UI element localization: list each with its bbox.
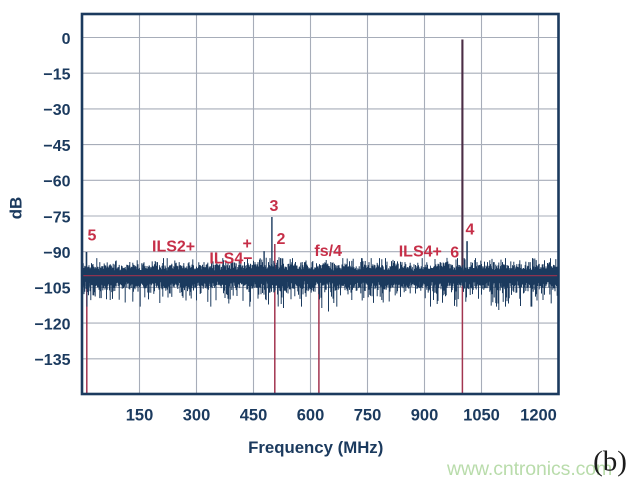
svg-text:+: + — [243, 236, 252, 253]
svg-text:1200: 1200 — [520, 407, 557, 425]
svg-text:−105: −105 — [34, 281, 70, 298]
svg-text:4: 4 — [466, 222, 475, 239]
svg-text:150: 150 — [126, 407, 154, 425]
svg-text:ILS4−: ILS4− — [209, 251, 252, 268]
svg-text:750: 750 — [354, 407, 382, 425]
svg-text:−90: −90 — [43, 245, 70, 262]
svg-text:5: 5 — [88, 228, 97, 245]
svg-text:1050: 1050 — [463, 407, 500, 425]
svg-text:(b): (b) — [593, 445, 627, 477]
svg-text:600: 600 — [297, 407, 325, 425]
svg-text:−120: −120 — [34, 316, 70, 333]
svg-text:900: 900 — [411, 407, 439, 425]
svg-text:450: 450 — [240, 407, 268, 425]
svg-text:−45: −45 — [43, 138, 70, 155]
svg-text:−15: −15 — [43, 67, 70, 84]
svg-text:dB: dB — [7, 197, 26, 220]
svg-text:fs/4: fs/4 — [314, 243, 342, 260]
svg-text:300: 300 — [183, 407, 211, 425]
svg-text:www.cntronics.com: www.cntronics.com — [446, 458, 612, 480]
svg-text:Frequency (MHz): Frequency (MHz) — [248, 438, 383, 457]
svg-text:ILS4+: ILS4+ — [399, 244, 442, 261]
svg-text:6: 6 — [450, 245, 459, 262]
svg-text:0: 0 — [62, 31, 71, 48]
svg-text:−75: −75 — [43, 209, 70, 226]
svg-text:−60: −60 — [43, 174, 70, 191]
svg-text:ILS2+: ILS2+ — [152, 239, 195, 256]
svg-text:−135: −135 — [34, 352, 70, 369]
svg-text:2: 2 — [277, 231, 286, 248]
svg-text:−30: −30 — [43, 102, 70, 119]
svg-text:3: 3 — [270, 198, 279, 215]
